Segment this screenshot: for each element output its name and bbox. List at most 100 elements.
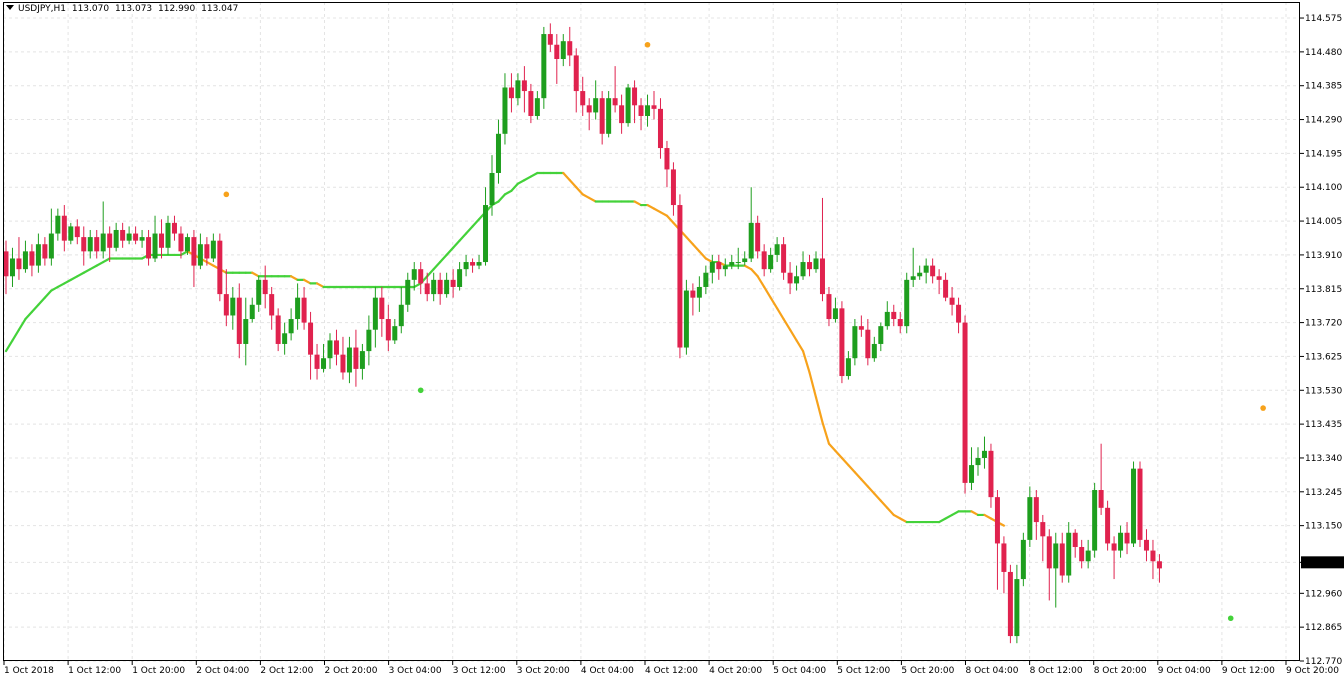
candle-body — [891, 311, 897, 320]
x-tick-label: 9 Oct 04:00 — [1158, 666, 1211, 676]
candle — [794, 265, 800, 291]
candle — [1072, 529, 1078, 558]
candle — [917, 265, 923, 280]
candle — [910, 247, 916, 287]
x-tick-label: 3 Oct 12:00 — [453, 666, 506, 676]
candle — [1007, 564, 1013, 644]
candle — [94, 229, 100, 259]
candle — [379, 286, 385, 337]
candle-body — [1085, 550, 1091, 562]
candle — [897, 311, 903, 334]
candle — [619, 94, 625, 134]
signal-dot — [1227, 615, 1234, 622]
candle-body — [217, 240, 223, 295]
candle — [580, 76, 586, 116]
candle — [457, 262, 463, 291]
x-tick-label: 3 Oct 20:00 — [517, 666, 570, 676]
candle — [282, 322, 288, 355]
candle — [534, 91, 540, 120]
current-price-label: 113.047 — [1305, 558, 1342, 568]
candle — [858, 315, 864, 337]
candle-body — [171, 222, 177, 234]
x-tick-label: 9 Oct 20:00 — [1286, 666, 1339, 676]
ma-segment — [665, 214, 675, 224]
candle — [1046, 529, 1052, 601]
ma-segment — [251, 271, 260, 278]
candle-body — [534, 98, 540, 116]
ma-segment — [575, 186, 584, 196]
candle — [327, 333, 333, 369]
ma-segment — [439, 253, 448, 264]
candle — [949, 286, 955, 316]
candle-body — [431, 279, 437, 295]
candle-body — [346, 347, 352, 373]
signal-dot — [223, 191, 230, 198]
candle — [470, 258, 476, 273]
ma-segment — [899, 517, 908, 524]
ma-segment — [685, 236, 694, 246]
candle-body — [936, 276, 942, 280]
candle — [878, 322, 884, 352]
ma-segment — [879, 499, 889, 509]
candle — [249, 297, 255, 323]
y-tick-label: 112.960 — [1305, 589, 1342, 599]
ma-segment — [588, 196, 597, 203]
candle — [554, 34, 560, 84]
candle — [845, 351, 851, 380]
candle-body — [230, 297, 236, 316]
time-axis[interactable]: 1 Oct 2018 1 Oct 12:00 1 Oct 20:00 2 Oct 04… — [3, 661, 1339, 676]
candle — [1085, 539, 1091, 569]
candle-body — [1098, 490, 1104, 508]
candle — [159, 219, 165, 259]
candle-body — [223, 294, 229, 316]
candle — [625, 83, 631, 127]
ma-segment — [30, 303, 40, 314]
candle — [943, 272, 949, 302]
candle — [35, 233, 41, 273]
candle-body — [508, 87, 514, 99]
candle — [431, 272, 437, 302]
ma-segment — [290, 275, 299, 281]
candle-body — [249, 304, 255, 320]
ma-segment — [866, 485, 876, 495]
candle-body — [495, 133, 501, 173]
candle-body — [781, 244, 787, 273]
candle-body — [878, 326, 884, 344]
candle-body — [768, 254, 774, 270]
candle-body — [437, 279, 443, 295]
ma-segment — [814, 396, 824, 424]
candle-body — [1027, 497, 1033, 540]
candle-body — [418, 269, 424, 284]
dropdown-triangle-icon[interactable] — [6, 5, 14, 10]
candle-body — [943, 279, 949, 298]
candle-body — [541, 34, 547, 99]
candle — [120, 222, 126, 248]
candle-body — [470, 262, 476, 266]
candle — [632, 80, 638, 124]
price-axis[interactable]: 114.575 114.480 114.385 114.290 114.195 114.1… — [1300, 14, 1344, 667]
candle-body — [191, 237, 197, 266]
candle — [133, 226, 139, 245]
candle-body — [1111, 543, 1117, 551]
candle — [61, 205, 67, 252]
candle-body — [865, 329, 871, 359]
candle-body — [975, 457, 981, 466]
candle — [256, 276, 262, 312]
candle — [223, 269, 229, 327]
candle — [314, 343, 320, 380]
candle — [1137, 461, 1143, 548]
candle — [16, 237, 22, 280]
candle-body — [988, 450, 994, 498]
y-tick-label: 113.530 — [1305, 386, 1342, 396]
x-tick-label: 4 Oct 12:00 — [645, 666, 698, 676]
candle — [1156, 554, 1162, 583]
candle-body — [625, 87, 631, 124]
candle — [1059, 532, 1065, 583]
candle — [411, 262, 417, 291]
ma-segment — [458, 232, 468, 242]
ma-segment — [445, 246, 455, 257]
candle-body — [742, 258, 748, 263]
candle — [541, 26, 547, 109]
